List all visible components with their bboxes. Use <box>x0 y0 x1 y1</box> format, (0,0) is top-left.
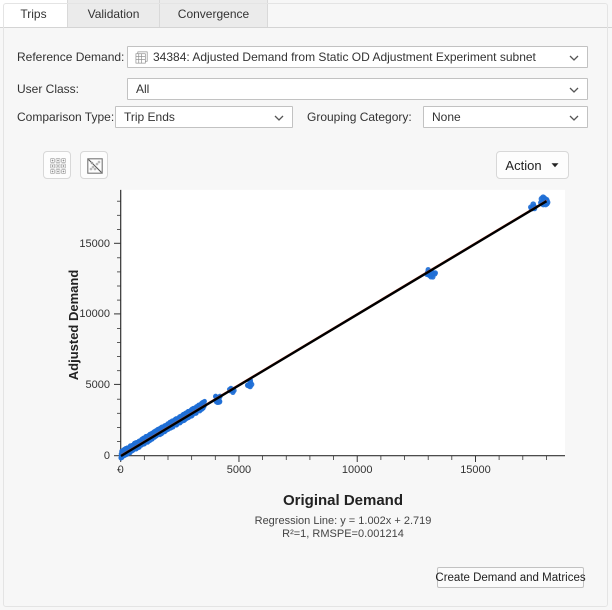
svg-text:Adjusted Demand: Adjusted Demand <box>66 270 81 381</box>
svg-text:10000: 10000 <box>342 464 373 476</box>
svg-text:R²=1, RMSPE=0.001214: R²=1, RMSPE=0.001214 <box>282 528 404 540</box>
svg-text:Original Demand: Original Demand <box>283 492 403 509</box>
svg-text:15000: 15000 <box>79 238 110 250</box>
svg-text:0: 0 <box>118 464 124 476</box>
svg-text:15000: 15000 <box>460 464 491 476</box>
svg-text:0: 0 <box>104 450 110 462</box>
svg-text:Regression Line: y = 1.002x +: Regression Line: y = 1.002x + 2.719 <box>255 515 432 527</box>
svg-text:5000: 5000 <box>227 464 251 476</box>
svg-text:5000: 5000 <box>86 379 110 391</box>
svg-text:10000: 10000 <box>79 308 110 320</box>
